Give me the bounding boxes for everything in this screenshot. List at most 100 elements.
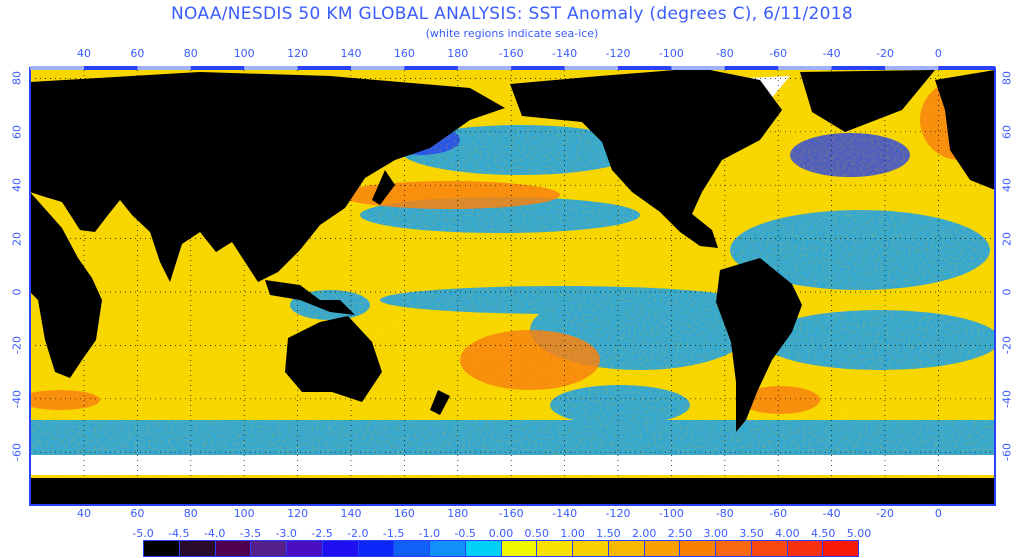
- colorbar-label: 1.50: [596, 527, 621, 540]
- frame-ticks: [30, 66, 995, 70]
- lon-label-bottom: 120: [287, 507, 309, 520]
- frame-tick-segment: [618, 66, 672, 70]
- colorbar-label: -2.0: [347, 527, 369, 540]
- land-greenland: [800, 70, 935, 132]
- frame-tick-segment: [938, 66, 995, 70]
- lon-label-bottom: -60: [769, 507, 788, 520]
- frame-tick-segment: [457, 66, 512, 70]
- frame-tick-segment: [564, 66, 618, 70]
- colorbar: [143, 540, 859, 557]
- colorbar-swatch: [537, 541, 573, 556]
- lon-label-top: 40: [77, 47, 91, 60]
- colorbar-swatch: [716, 541, 752, 556]
- lon-label-top: 0: [934, 47, 942, 60]
- lon-label-bottom: 80: [183, 507, 198, 520]
- colorbar-swatch: [644, 541, 681, 556]
- colorbar-swatch: [573, 541, 609, 556]
- frame-tick-segment: [137, 66, 191, 70]
- lat-label-right: 80: [1000, 71, 1014, 86]
- land-eurasia: [30, 72, 505, 282]
- frame-tick-segment: [244, 66, 298, 70]
- lat-label-right: 0: [1000, 288, 1014, 296]
- colorbar-label: 5.00: [846, 527, 872, 540]
- lat-label-left: 60: [10, 124, 24, 139]
- colorbar-swatch: [358, 541, 395, 556]
- lon-label-top: 160: [393, 47, 415, 60]
- colorbar-label: 4.00: [775, 527, 800, 540]
- lon-label-top: 120: [287, 47, 309, 60]
- colorbar-label: 2.00: [631, 527, 657, 540]
- land-europe-east: [935, 70, 995, 190]
- frame-tick-segment: [885, 66, 939, 70]
- lon-label-top: 60: [130, 47, 145, 60]
- lat-label-right: 20: [1000, 231, 1014, 246]
- lon-label-top: -20: [876, 47, 894, 60]
- colorbar-label: 0.00: [488, 527, 514, 540]
- lon-label-bottom: -140: [552, 507, 578, 520]
- colorbar-label: 1.00: [560, 527, 585, 540]
- colorbar-swatch: [144, 541, 180, 556]
- frame-tick-segment: [351, 66, 405, 70]
- lon-label-bottom: 140: [340, 507, 362, 520]
- frame-tick-segment: [190, 66, 245, 70]
- colorbar-swatch: [751, 541, 788, 556]
- lon-label-top: 180: [447, 47, 469, 60]
- colorbar-label: 3.50: [739, 527, 764, 540]
- lon-label-bottom: 40: [77, 507, 91, 520]
- colorbar-label: -0.5: [454, 527, 476, 540]
- land-new-zealand: [430, 390, 450, 415]
- land-masks: [30, 68, 995, 505]
- lon-label-bottom: -20: [876, 507, 894, 520]
- lat-label-left: 40: [10, 178, 24, 193]
- colorbar-label: -4.5: [168, 527, 190, 540]
- lon-label-bottom: 160: [393, 507, 415, 520]
- colorbar-label: -1.0: [418, 527, 441, 540]
- graticule: [30, 70, 995, 505]
- colorbar-swatch: [465, 541, 502, 556]
- lon-label-top: 80: [183, 47, 198, 60]
- colorbar-swatch: [251, 541, 287, 556]
- colorbar-swatch: [608, 541, 645, 556]
- lon-label-top: -120: [605, 47, 631, 60]
- land-south-america: [716, 258, 802, 432]
- colorbar-swatch: [787, 541, 824, 556]
- lon-label-bottom: -100: [658, 507, 684, 520]
- colorbar-label: -3.0: [275, 527, 297, 540]
- colorbar-swatch: [322, 541, 359, 556]
- lon-label-bottom: -120: [605, 507, 631, 520]
- lat-label-right: 40: [1000, 178, 1014, 193]
- lat-label-left: -40: [10, 389, 24, 408]
- lon-label-bottom: 100: [233, 507, 255, 520]
- lon-label-top: -140: [552, 47, 578, 60]
- colorbar-swatch: [823, 541, 858, 556]
- frame-tick-segment: [404, 66, 458, 70]
- lat-label-right: 60: [1000, 124, 1014, 139]
- colorbar-swatch: [179, 541, 216, 556]
- map-subtitle: (white regions indicate sea-ice): [425, 27, 599, 40]
- colorbar-label: -1.5: [382, 527, 405, 540]
- colorbar-label: -2.5: [311, 527, 333, 540]
- lat-label-right: -60: [1000, 443, 1014, 462]
- lon-label-bottom: -40: [822, 507, 841, 520]
- ocean-layer: [30, 68, 995, 505]
- lon-label-bottom: 180: [447, 507, 469, 520]
- lat-label-left: 80: [10, 71, 24, 86]
- lon-label-top: -80: [715, 47, 734, 60]
- colorbar-label: -4.0: [203, 527, 226, 540]
- colorbar-swatch: [215, 541, 252, 556]
- frame-tick-segment: [724, 66, 779, 70]
- lat-label-left: -20: [10, 336, 24, 355]
- lat-label-left: 20: [10, 231, 24, 246]
- colorbar-swatch: [501, 541, 538, 556]
- colorbar-label: 4.50: [810, 527, 836, 540]
- lon-label-top: 100: [233, 47, 255, 60]
- colorbar-label: 2.50: [667, 527, 693, 540]
- frame-tick-segment: [297, 66, 351, 70]
- colorbar-swatch: [287, 541, 323, 556]
- lon-label-bottom: 0: [934, 507, 942, 520]
- colorbar-label: -3.5: [239, 527, 262, 540]
- land-africa: [30, 192, 102, 378]
- frame-tick-segment: [30, 66, 84, 70]
- colorbar-swatch: [394, 541, 430, 556]
